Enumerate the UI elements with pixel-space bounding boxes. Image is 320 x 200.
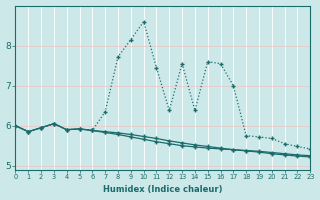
X-axis label: Humidex (Indice chaleur): Humidex (Indice chaleur) [103, 185, 223, 194]
